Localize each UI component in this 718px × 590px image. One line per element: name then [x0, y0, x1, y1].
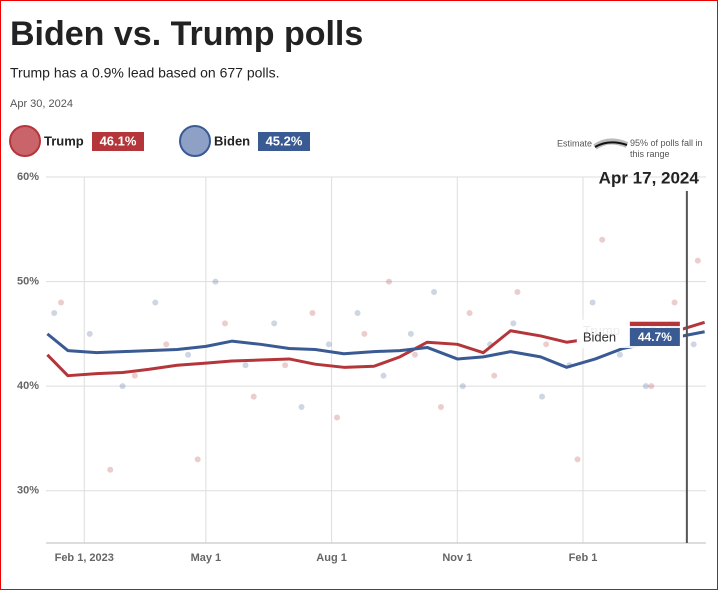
- poll-dot: [131, 372, 138, 379]
- y-tick-label: 40%: [17, 380, 39, 392]
- poll-dot: [212, 278, 219, 285]
- badge: [92, 132, 144, 151]
- poll-dot: [185, 351, 192, 358]
- estimate-label: Estimate: [557, 138, 592, 148]
- x-tick-label: Nov 1: [442, 552, 472, 564]
- poll-dot: [648, 383, 655, 390]
- callout-badge: [629, 327, 680, 346]
- poll-dot: [589, 299, 596, 306]
- y-tick-label: 50%: [17, 275, 39, 287]
- callout-value: 44.7%: [638, 330, 672, 344]
- poll-dot: [671, 299, 678, 306]
- poll-dot: [361, 330, 368, 337]
- y-tick-label: 60%: [17, 171, 39, 183]
- range-note: 95% of polls fall in this range: [630, 138, 703, 159]
- poll-dot: [163, 341, 170, 348]
- poll-dot: [334, 414, 341, 421]
- date: Apr 30, 2024: [10, 98, 73, 110]
- callout-name: Biden: [583, 329, 616, 344]
- poll-dot: [107, 466, 114, 473]
- poll-dot: [222, 320, 229, 327]
- poll-dot: [466, 309, 473, 316]
- poll-dot: [574, 456, 581, 463]
- plot: 30% 40% 50% 60% Feb 1, 2023 May 1 Aug 1 Nov 1 Fe…: [17, 168, 706, 564]
- poll-dot: [119, 383, 126, 390]
- poll-dot: [694, 257, 701, 264]
- poll-dot: [514, 289, 521, 296]
- poll-dot: [411, 351, 418, 358]
- badge: [258, 132, 310, 151]
- poll-dot: [491, 372, 498, 379]
- y-tick-label: 30%: [17, 485, 39, 497]
- cursor-label: Apr 17, 2024: [599, 168, 700, 187]
- poll-dot: [354, 309, 361, 316]
- biden-photo: [179, 125, 211, 157]
- poll-dot: [194, 456, 201, 463]
- trump-photo: [9, 125, 41, 157]
- poll-dot: [51, 309, 58, 316]
- poll-dot: [543, 341, 550, 348]
- subtitle: Trump has a 0.9% lead based on 677 polls…: [10, 65, 280, 81]
- x-tick-label: May 1: [191, 552, 222, 564]
- poll-dot: [309, 309, 316, 316]
- chart-title: Biden vs. Trump polls: [10, 15, 363, 53]
- poll-dot: [298, 404, 305, 411]
- poll-dot: [690, 341, 697, 348]
- poll-dot: [616, 351, 623, 358]
- legend-name: Trump: [44, 133, 84, 148]
- poll-dot: [642, 383, 649, 390]
- poll-dot: [599, 236, 606, 243]
- range-text: 95% of polls fall in this range: [630, 138, 703, 159]
- poll-dot: [86, 330, 93, 337]
- poll-dot: [58, 299, 65, 306]
- poll-dot: [242, 362, 249, 369]
- poll-dot: [407, 330, 414, 337]
- poll-dot: [250, 393, 257, 400]
- poll-dot: [282, 362, 289, 369]
- poll-dot: [431, 289, 438, 296]
- x-tick-label: Feb 1, 2023: [55, 552, 114, 564]
- x-tick-label: Aug 1: [316, 552, 347, 564]
- poll-dot: [539, 393, 546, 400]
- x-tick-label: Feb 1: [569, 552, 598, 564]
- poll-dot: [380, 372, 387, 379]
- poll-dot: [510, 320, 517, 327]
- poll-dot: [152, 299, 159, 306]
- poll-dot: [271, 320, 278, 327]
- series-line: [46, 330, 705, 369]
- legend-value: 46.1%: [100, 133, 137, 148]
- poll-dot: [459, 383, 466, 390]
- poll-dot: [325, 341, 332, 348]
- poll-dot: [437, 404, 444, 411]
- poll-dot: [385, 278, 392, 285]
- legend-value: 45.2%: [266, 133, 303, 148]
- legend-name: Biden: [214, 133, 250, 148]
- line-swatch: [594, 141, 628, 148]
